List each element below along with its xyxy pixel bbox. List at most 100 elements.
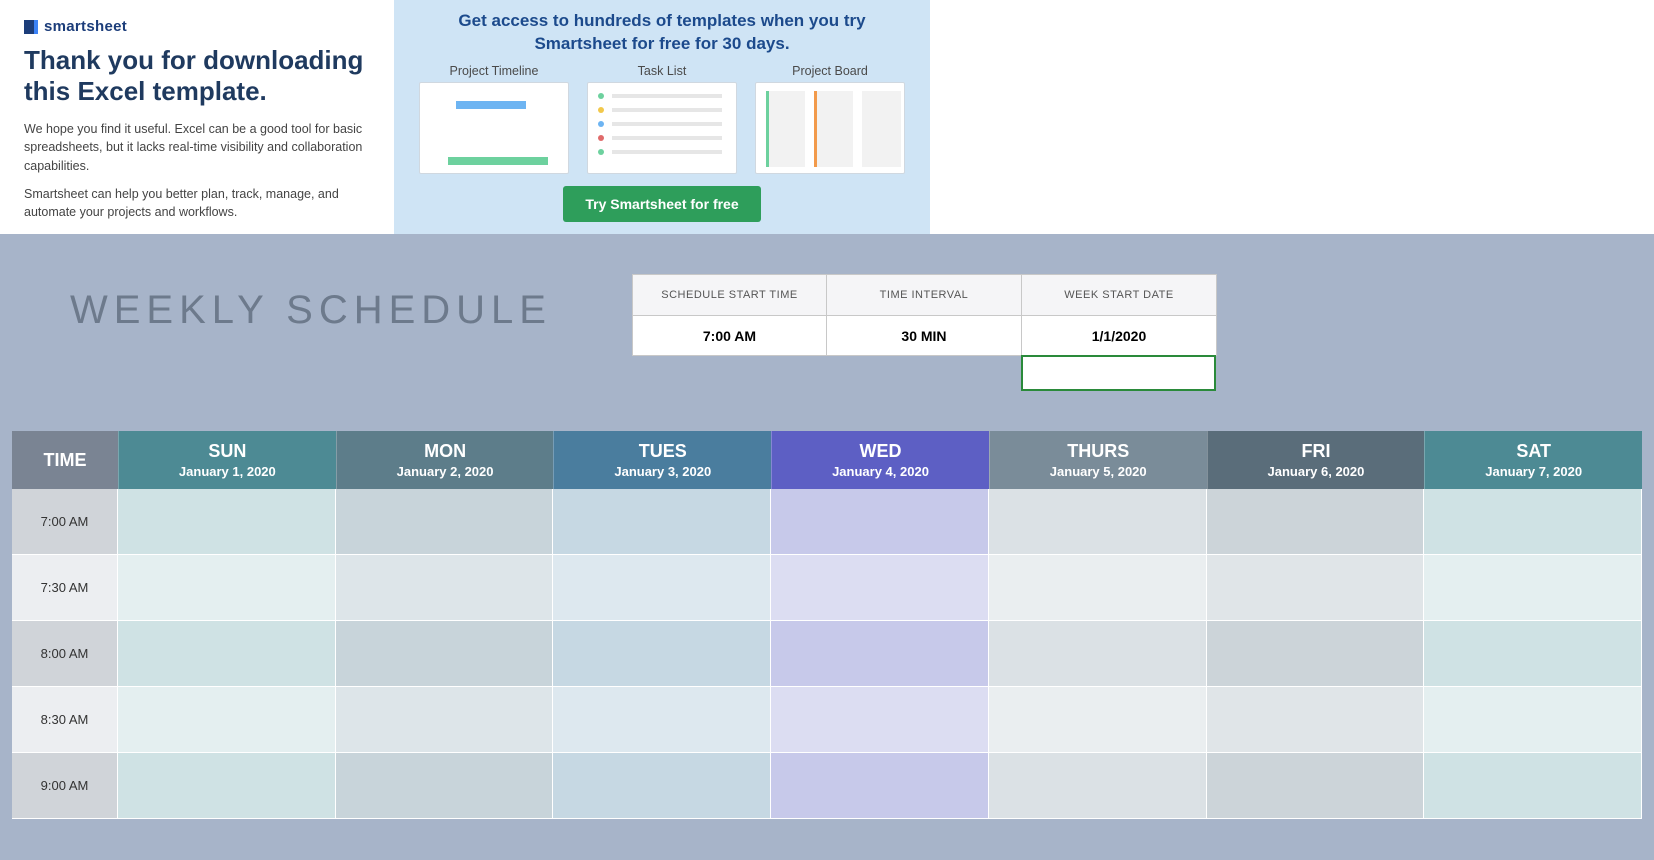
thumb-label: Project Timeline — [450, 64, 539, 78]
day-name: MON — [424, 441, 466, 462]
time-column-header: TIME — [12, 431, 118, 489]
day-name: TUES — [639, 441, 687, 462]
schedule-cell[interactable] — [989, 555, 1207, 621]
meta-header: WEEK START DATE — [1022, 274, 1217, 316]
meta-table: SCHEDULE START TIME 7:00 AM TIME INTERVA… — [632, 274, 1217, 391]
day-header-fri: FRI January 6, 2020 — [1207, 431, 1425, 489]
schedule-cell[interactable] — [1207, 621, 1425, 687]
thumb-preview-icon — [587, 82, 737, 174]
schedule-cell[interactable] — [771, 687, 989, 753]
day-header-tues: TUES January 3, 2020 — [553, 431, 771, 489]
thumb-label: Project Board — [792, 64, 868, 78]
promo-paragraph-2: Smartsheet can help you better plan, tra… — [24, 185, 370, 221]
schedule-cell[interactable] — [1207, 489, 1425, 555]
day-date: January 2, 2020 — [397, 464, 494, 479]
schedule-cell[interactable] — [553, 489, 771, 555]
selected-cell[interactable] — [1021, 355, 1216, 391]
meta-value-week-start[interactable]: 1/1/2020 — [1022, 316, 1217, 356]
meta-col-interval: TIME INTERVAL 30 MIN — [827, 274, 1022, 391]
schedule-cell[interactable] — [336, 753, 554, 819]
day-header-thurs: THURS January 5, 2020 — [989, 431, 1207, 489]
meta-value-interval[interactable]: 30 MIN — [827, 316, 1022, 356]
day-name: SAT — [1516, 441, 1551, 462]
brand-mark-icon — [24, 20, 38, 34]
schedule-cell[interactable] — [771, 621, 989, 687]
grid-row: 9:00 AM — [12, 753, 1642, 819]
schedule-cell[interactable] — [989, 489, 1207, 555]
day-date: January 5, 2020 — [1050, 464, 1147, 479]
schedule-cell[interactable] — [553, 687, 771, 753]
thumb-preview-icon — [419, 82, 569, 174]
schedule-cell[interactable] — [336, 621, 554, 687]
schedule-cell[interactable] — [1424, 687, 1642, 753]
thumb-tasklist[interactable]: Task List — [587, 64, 737, 174]
schedule-cell[interactable] — [118, 687, 336, 753]
promo-title: Thank you for downloading this Excel tem… — [24, 45, 370, 106]
grid-row: 7:00 AM — [12, 489, 1642, 555]
grid-body: 7:00 AM7:30 AM8:00 AM8:30 AM9:00 AM — [12, 489, 1642, 819]
grid-header-row: TIME SUN January 1, 2020 MON January 2, 202… — [12, 431, 1642, 489]
meta-value-start-time[interactable]: 7:00 AM — [632, 316, 827, 356]
schedule-cell[interactable] — [118, 489, 336, 555]
schedule-cell[interactable] — [1207, 687, 1425, 753]
promo-left: smartsheet Thank you for downloading thi… — [0, 0, 394, 234]
time-cell: 8:00 AM — [12, 621, 118, 687]
grid-row: 8:00 AM — [12, 621, 1642, 687]
schedule-area: WEEKLY SCHEDULE SCHEDULE START TIME 7:00… — [0, 234, 1654, 860]
schedule-cell[interactable] — [553, 753, 771, 819]
schedule-header: WEEKLY SCHEDULE SCHEDULE START TIME 7:00… — [70, 274, 1654, 391]
schedule-cell[interactable] — [771, 555, 989, 621]
day-name: THURS — [1067, 441, 1129, 462]
day-header-sat: SATJanuary 7, 2020 — [1424, 431, 1642, 489]
thumb-timeline[interactable]: Project Timeline — [419, 64, 569, 174]
grid-row: 7:30 AM — [12, 555, 1642, 621]
meta-table-wrap: SCHEDULE START TIME 7:00 AM TIME INTERVA… — [592, 274, 1217, 391]
schedule-cell[interactable] — [989, 621, 1207, 687]
day-name: SUN — [208, 441, 246, 462]
day-date: January 4, 2020 — [832, 464, 929, 479]
schedule-cell[interactable] — [771, 489, 989, 555]
time-cell: 8:30 AM — [12, 687, 118, 753]
thumb-board[interactable]: Project Board — [755, 64, 905, 174]
schedule-cell[interactable] — [1424, 555, 1642, 621]
brand-name: smartsheet — [44, 18, 127, 35]
promo-banner: smartsheet Thank you for downloading thi… — [0, 0, 1654, 234]
day-date: January 3, 2020 — [614, 464, 711, 479]
schedule-cell[interactable] — [1424, 489, 1642, 555]
schedule-cell[interactable] — [989, 687, 1207, 753]
thumb-row: Project Timeline Task List Project Board — [419, 64, 905, 174]
grid-row: 8:30 AM — [12, 687, 1642, 753]
day-name: FRI — [1301, 441, 1330, 462]
meta-col-start-time: SCHEDULE START TIME 7:00 AM — [632, 274, 827, 391]
schedule-cell[interactable] — [553, 621, 771, 687]
meta-header: SCHEDULE START TIME — [632, 274, 827, 316]
schedule-cell[interactable] — [771, 753, 989, 819]
time-cell: 7:30 AM — [12, 555, 118, 621]
thumb-label: Task List — [638, 64, 687, 78]
day-header-sun: SUN January 1, 2020 — [118, 431, 336, 489]
schedule-cell[interactable] — [118, 621, 336, 687]
day-header-wed: WEDJanuary 4, 2020 — [771, 431, 989, 489]
day-date: January 1, 2020 — [179, 464, 276, 479]
time-cell: 7:00 AM — [12, 489, 118, 555]
schedule-title: WEEKLY SCHEDULE — [70, 274, 552, 333]
try-free-button[interactable]: Try Smartsheet for free — [563, 186, 760, 222]
schedule-cell[interactable] — [118, 555, 336, 621]
day-date: January 6, 2020 — [1268, 464, 1365, 479]
schedule-cell[interactable] — [336, 687, 554, 753]
schedule-cell[interactable] — [553, 555, 771, 621]
schedule-cell[interactable] — [118, 753, 336, 819]
meta-col-week-start: WEEK START DATE 1/1/2020 — [1022, 274, 1217, 391]
schedule-cell[interactable] — [989, 753, 1207, 819]
day-header-mon: MON January 2, 2020 — [336, 431, 554, 489]
schedule-cell[interactable] — [336, 489, 554, 555]
schedule-cell[interactable] — [1207, 555, 1425, 621]
schedule-cell[interactable] — [1424, 621, 1642, 687]
schedule-cell[interactable] — [336, 555, 554, 621]
brand: smartsheet — [24, 18, 370, 35]
schedule-cell[interactable] — [1424, 753, 1642, 819]
promo-paragraph-1: We hope you find it useful. Excel can be… — [24, 120, 370, 174]
schedule-grid: TIME SUN January 1, 2020 MON January 2, 202… — [12, 431, 1642, 819]
schedule-cell[interactable] — [1207, 753, 1425, 819]
meta-header: TIME INTERVAL — [827, 274, 1022, 316]
